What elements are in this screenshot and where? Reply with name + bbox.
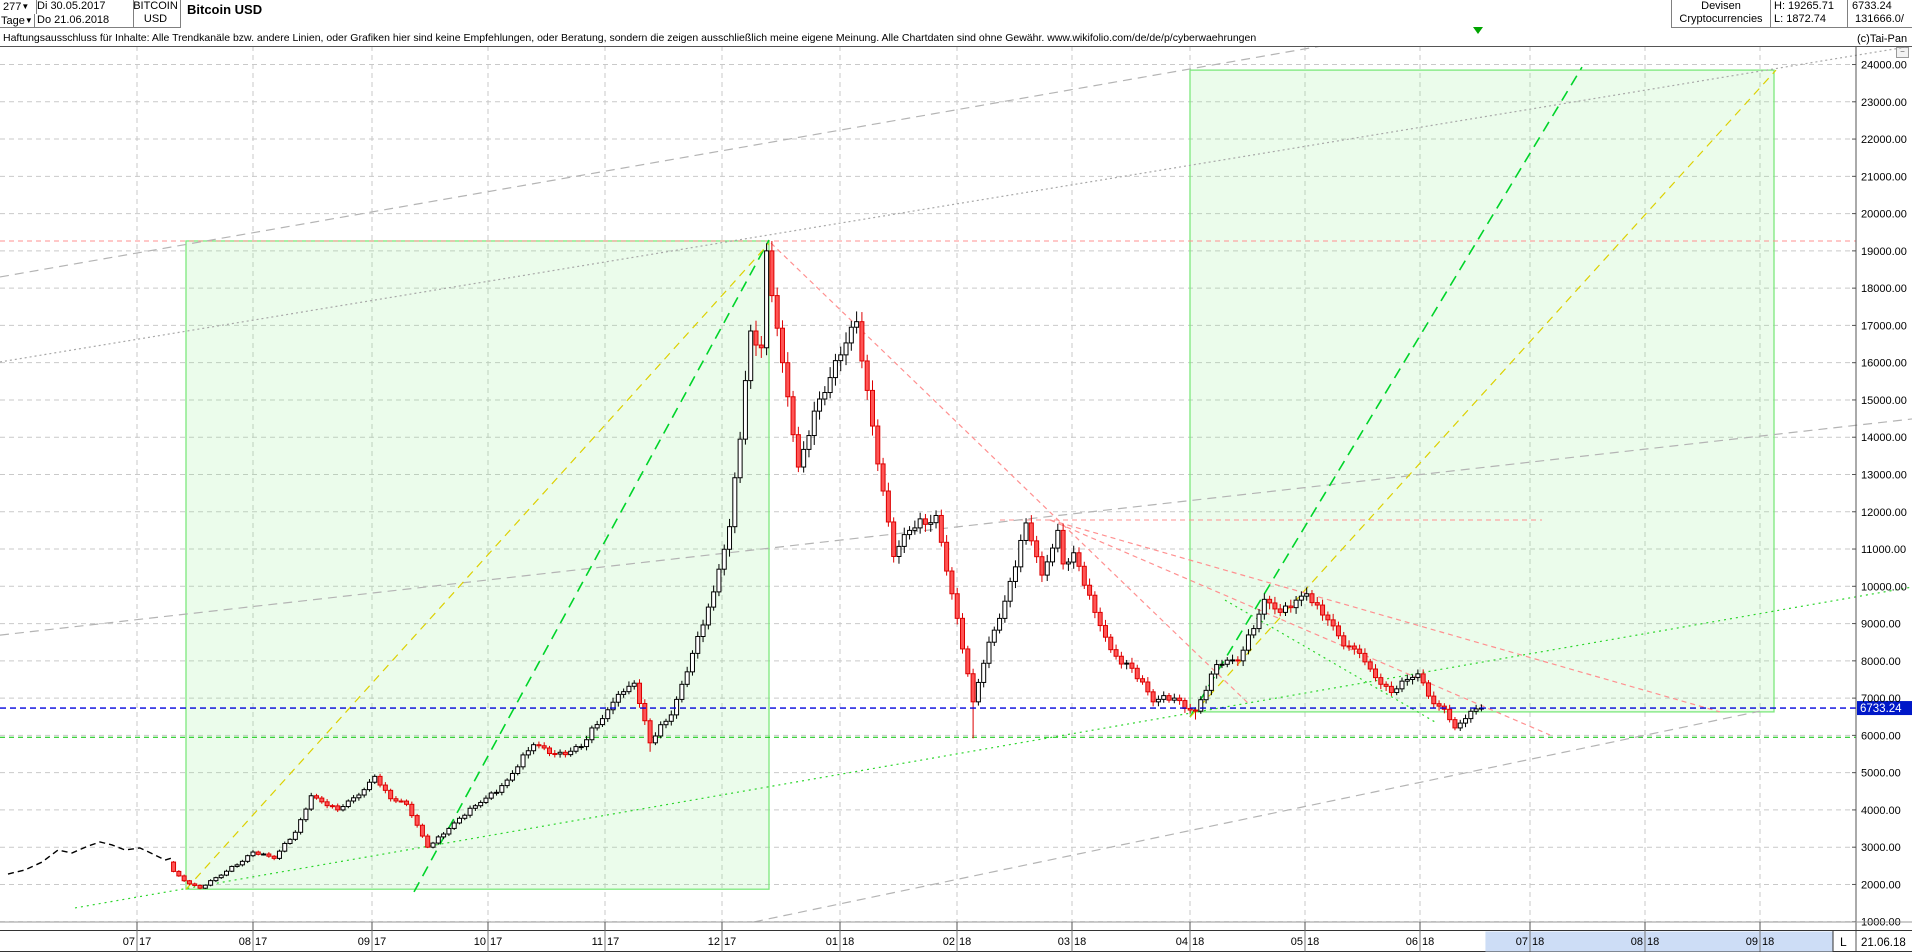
svg-text:03: 03 [1058,936,1070,948]
svg-text:12: 12 [708,936,720,948]
date-from-field[interactable]: Di 30.05.2017 [34,0,134,14]
trend-boxes [185,69,1775,890]
green-support-long [74,586,1912,909]
trend-box-projection-2018 [1189,69,1775,713]
svg-text:07: 07 [1516,936,1528,948]
svg-text:23000.00: 23000.00 [1861,97,1907,109]
red-downtrend-b [1049,519,1551,736]
svg-text:11: 11 [592,936,603,948]
green-minor-descending [1224,599,1436,723]
green-steep-projection [1189,66,1583,718]
last-date-label: 21.06.18 [1861,937,1906,949]
chevron-down-icon: ▼ [21,2,30,11]
green-steep-2017 [413,239,770,893]
svg-text:18: 18 [959,936,971,948]
svg-text:18: 18 [1192,936,1204,948]
svg-text:18: 18 [1422,936,1434,948]
svg-text:11000.00: 11000.00 [1861,544,1906,556]
svg-text:12000.00: 12000.00 [1861,507,1907,519]
date-to-field[interactable]: Do 21.06.2018 [34,14,134,28]
svg-text:18: 18 [1647,936,1659,948]
svg-text:7000.00: 7000.00 [1861,693,1901,705]
svg-text:17: 17 [724,936,736,948]
svg-text:17: 17 [255,936,267,948]
svg-text:9000.00: 9000.00 [1861,619,1901,631]
svg-text:16000.00: 16000.00 [1861,358,1907,370]
gray-channel-upper [0,46,1322,278]
svg-text:22000.00: 22000.00 [1861,134,1907,146]
svg-text:10: 10 [474,936,486,948]
svg-text:21000.00: 21000.00 [1861,171,1907,183]
svg-text:15000.00: 15000.00 [1861,395,1907,407]
period-dropdown[interactable]: Tage▼ [0,14,35,28]
scale-mode-label: L [1840,935,1847,949]
svg-text:20000.00: 20000.00 [1861,209,1907,221]
svg-text:5000.00: 5000.00 [1861,768,1901,780]
last-bar-marker-icon [1473,27,1483,34]
last-volume-cell: 6733.24 131666.0/ [1847,0,1912,28]
yellow-channel-2017 [185,243,770,890]
svg-text:24000.00: 24000.00 [1861,60,1907,72]
svg-text:18: 18 [1074,936,1086,948]
bars-count-dropdown[interactable]: 277▼ [0,0,37,14]
svg-text:18: 18 [1307,936,1319,948]
page-title: Bitcoin USD [187,2,263,17]
svg-text:02: 02 [943,936,955,948]
candles [171,240,1484,890]
red-downtrend-a [1049,519,1721,713]
svg-text:6733.24: 6733.24 [1860,703,1902,715]
svg-text:06: 06 [1406,936,1418,948]
svg-text:6000.00: 6000.00 [1861,730,1901,742]
chart-canvas[interactable]: 6733.24 1000.00 2000.00 3000.00 4000.00 5000.… [0,46,1912,952]
price-axis[interactable]: 1000.00 2000.00 3000.00 4000.00 5000.00 6000.… [1852,46,1907,952]
pre-window-line [7,841,173,875]
svg-text:19000.00: 19000.00 [1861,246,1907,258]
svg-text:18000.00: 18000.00 [1861,283,1907,295]
svg-text:08: 08 [239,936,251,948]
time-axis[interactable]: 07 17 08 17 09 17 10 17 11 17 12 17 01 18 02 18 03 18 04 18… [0,921,1912,952]
svg-text:04: 04 [1176,936,1188,948]
red-downtrend-steep [770,242,1251,706]
svg-text:09: 09 [358,936,370,948]
minimize-icon[interactable]: − [1896,47,1909,58]
last-price-line: 6733.24 [0,701,1912,716]
horizontal-level-lines [0,240,1856,738]
gray-long-trend [0,418,1912,636]
svg-text:8000.00: 8000.00 [1861,656,1901,668]
svg-text:18: 18 [1532,936,1544,948]
svg-text:17000.00: 17000.00 [1861,320,1907,332]
svg-text:05: 05 [1291,936,1303,948]
svg-text:17: 17 [139,936,151,948]
svg-text:17: 17 [490,936,502,948]
pre-window-dashed-line [7,841,173,875]
svg-text:18: 18 [842,936,854,948]
svg-text:17: 17 [607,936,619,948]
svg-text:09: 09 [1746,936,1758,948]
svg-text:01: 01 [826,936,838,948]
svg-text:18: 18 [1762,936,1774,948]
gray-lower-trend [753,710,1761,923]
svg-text:4000.00: 4000.00 [1861,805,1901,817]
svg-text:07: 07 [123,936,135,948]
svg-text:1000.00: 1000.00 [1861,917,1901,929]
future-months-band [1485,931,1833,952]
grid-lines [0,46,1856,923]
svg-text:13000.00: 13000.00 [1861,469,1907,481]
svg-text:10000.00: 10000.00 [1861,581,1907,593]
disclaimer-text: Haftungsausschluss für Inhalte: Alle Tre… [3,32,1257,44]
chevron-down-icon: ▼ [24,16,33,25]
last-price-axis-label [1857,701,1912,716]
copyright-label: (c)Tai-Pan [1857,33,1908,45]
svg-text:3000.00: 3000.00 [1861,842,1901,854]
svg-text:14000.00: 14000.00 [1861,432,1907,444]
header-divider [0,27,181,28]
symbol-cell[interactable]: BITCOIN USD [131,0,181,28]
high-low-cell: H: 19265.71 L: 1872.74 [1770,0,1850,28]
svg-text:17: 17 [374,936,386,948]
category-cell: Devisen Cryptocurrencies [1671,0,1770,28]
svg-text:08: 08 [1631,936,1643,948]
svg-text:2000.00: 2000.00 [1861,879,1901,891]
